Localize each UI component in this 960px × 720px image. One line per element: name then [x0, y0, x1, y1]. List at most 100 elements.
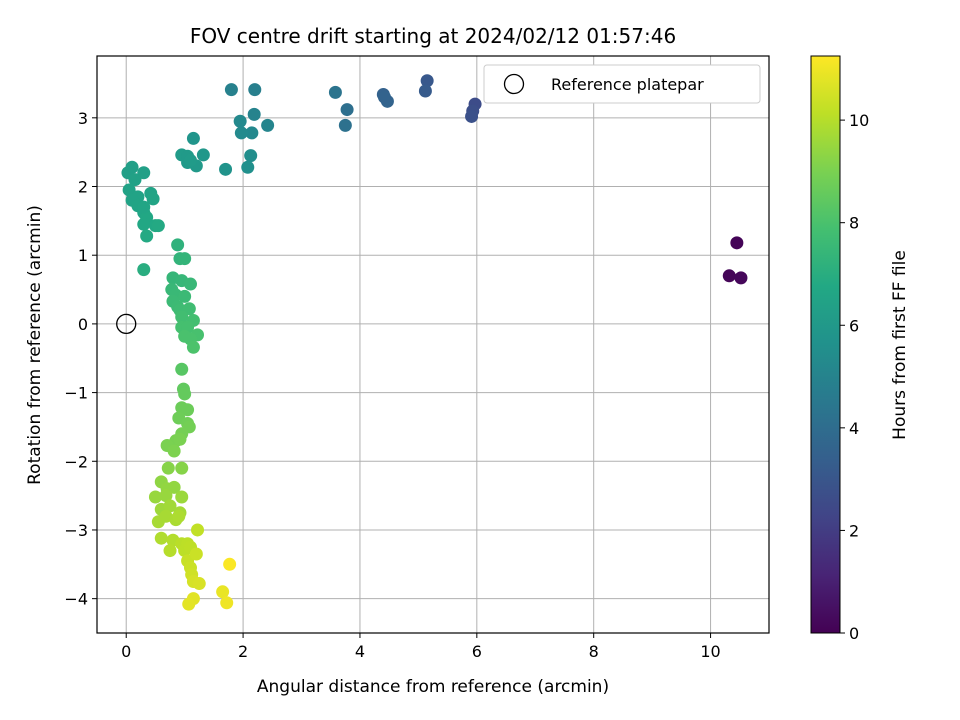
data-point	[245, 126, 259, 140]
data-point	[418, 84, 432, 98]
x-tick-label: 10	[700, 642, 720, 661]
y-tick-label: 0	[78, 315, 88, 334]
y-tick-label: −2	[64, 452, 88, 471]
data-point	[146, 192, 160, 206]
data-point	[151, 219, 165, 233]
data-point	[171, 238, 185, 252]
data-point	[234, 126, 248, 140]
data-point	[161, 461, 175, 475]
x-tick-label: 4	[355, 642, 365, 661]
data-point	[175, 310, 189, 324]
data-point	[175, 461, 189, 475]
x-tick-label: 6	[472, 642, 482, 661]
data-point	[734, 271, 748, 285]
data-point	[172, 509, 186, 523]
legend-label: Reference platepar	[551, 75, 704, 94]
colorbar-tick-label: 6	[849, 316, 859, 335]
data-point	[122, 183, 136, 197]
data-point	[340, 103, 354, 117]
data-point	[183, 277, 197, 291]
legend-box	[483, 64, 761, 104]
data-point	[216, 585, 230, 599]
data-point	[159, 509, 173, 523]
data-point	[189, 547, 203, 561]
data-point	[261, 118, 275, 132]
y-tick-label: −4	[64, 590, 88, 609]
data-point	[154, 531, 168, 545]
colorbar-label: Hours from first FF file	[890, 250, 910, 440]
data-point	[137, 200, 151, 214]
chart-title: FOV centre drift starting at 2024/02/12 …	[190, 24, 676, 48]
x-tick-label: 2	[238, 642, 248, 661]
colorbar-ticks: 0 2 4 6 8 10	[840, 111, 869, 643]
colorbar-gradient	[810, 55, 841, 634]
colorbar-tick-label: 8	[849, 214, 859, 233]
data-point	[175, 490, 189, 504]
data-point	[224, 83, 238, 97]
y-tick-label: −1	[64, 384, 88, 403]
data-points	[121, 74, 748, 611]
data-point	[220, 596, 234, 610]
data-point	[137, 217, 151, 231]
legend: Reference platepar	[483, 64, 761, 104]
data-point	[178, 387, 192, 401]
data-point	[175, 362, 189, 376]
data-point	[196, 148, 210, 162]
grid-lines	[97, 56, 769, 633]
data-point	[241, 160, 255, 174]
x-tick-label: 0	[121, 642, 131, 661]
reference-platepar-marker	[116, 313, 137, 335]
data-point	[248, 83, 262, 97]
x-axis-ticks: 0 2 4 6 8 10	[121, 633, 721, 661]
data-point	[191, 523, 205, 537]
y-axis-label: Rotation from reference (arcmin)	[25, 205, 45, 485]
data-point	[137, 166, 151, 180]
data-point	[128, 173, 142, 187]
colorbar-tick-label: 4	[849, 419, 859, 438]
data-point	[181, 403, 195, 417]
y-tick-label: −3	[64, 521, 88, 540]
data-point	[377, 90, 391, 104]
data-point	[192, 577, 206, 591]
data-point	[183, 153, 197, 167]
data-point	[167, 444, 181, 458]
data-point	[186, 340, 200, 354]
data-point	[167, 480, 181, 494]
data-point	[730, 236, 744, 250]
data-point	[148, 490, 162, 504]
y-tick-label: 2	[78, 178, 88, 197]
data-point	[186, 131, 200, 145]
data-point	[137, 263, 151, 277]
reference-marker-group	[116, 313, 137, 335]
data-point	[182, 302, 196, 316]
plot-frame	[96, 55, 770, 634]
data-point	[247, 107, 261, 121]
data-point	[244, 149, 258, 163]
data-point	[338, 118, 352, 132]
data-point	[233, 114, 247, 128]
y-tick-label: 1	[78, 246, 88, 265]
y-axis-ticks: −4 −3 −2 −1 0 1 2 3	[64, 109, 97, 609]
data-point	[219, 162, 233, 176]
data-point	[223, 557, 237, 571]
data-point	[328, 85, 342, 99]
colorbar-tick-label: 10	[849, 111, 869, 130]
x-axis-label: Angular distance from reference (arcmin)	[257, 677, 609, 697]
data-point	[173, 432, 187, 446]
data-point	[722, 269, 736, 283]
data-point	[465, 109, 479, 123]
data-point	[420, 74, 434, 88]
data-point	[182, 597, 196, 611]
data-point	[178, 289, 192, 303]
data-point	[140, 229, 154, 243]
data-point	[163, 544, 177, 558]
data-point	[163, 499, 177, 513]
x-tick-label: 8	[589, 642, 599, 661]
legend-marker	[503, 73, 525, 95]
colorbar-tick-label: 2	[849, 521, 859, 540]
y-tick-label: 3	[78, 109, 88, 128]
colorbar-tick-label: 0	[849, 624, 859, 643]
colorbar: 0 2 4 6 8 10 Hours from first FF file	[810, 55, 910, 643]
data-point	[159, 489, 173, 503]
